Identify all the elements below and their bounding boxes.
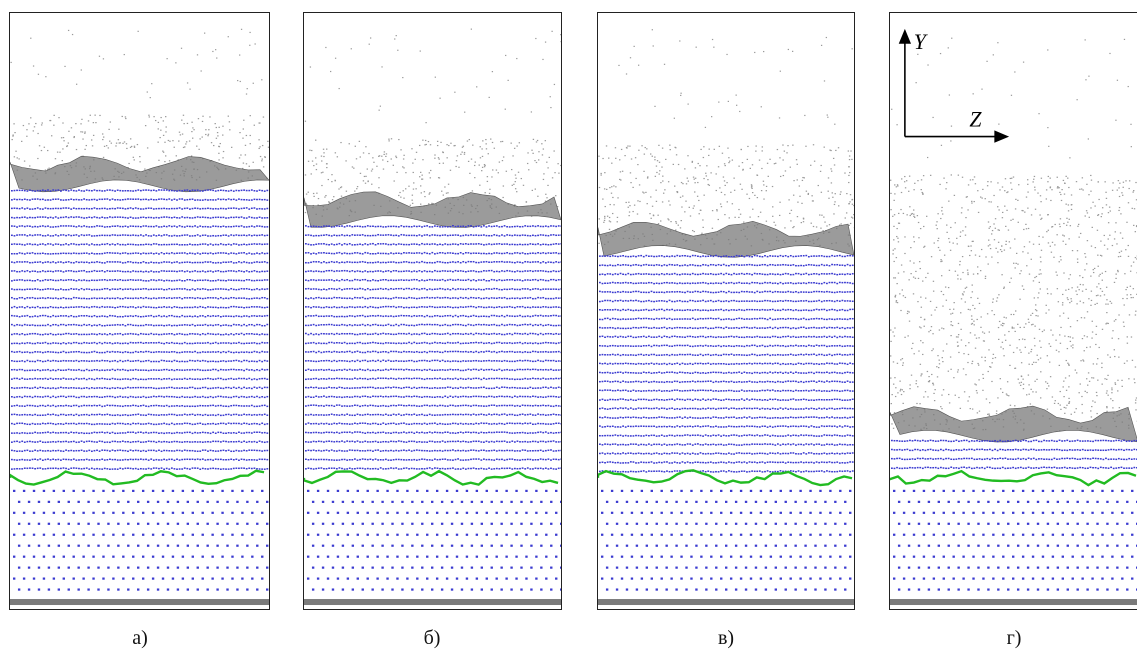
caption-a: а) [132, 627, 148, 649]
bottom-wall [890, 599, 1137, 606]
layered-crystal-region [890, 439, 1137, 470]
liquid-region [304, 28, 561, 217]
snapshot-panel-a [9, 12, 270, 610]
liquid-region [598, 29, 854, 247]
interface-surface [10, 155, 269, 193]
interface-surface [304, 191, 561, 228]
melting-front-line [890, 469, 1137, 487]
interface-surface [890, 405, 1137, 443]
panel-b-image [304, 28, 561, 606]
layered-crystal-region [10, 189, 269, 470]
melting-front-line [10, 469, 265, 486]
panel-c-image [598, 29, 854, 606]
liquid-region [10, 28, 269, 181]
z-axis-label: Z [969, 108, 982, 132]
crystal-lattice [600, 489, 852, 591]
caption-b: б) [423, 627, 441, 649]
interface-surface [598, 220, 854, 258]
axes-indicator [898, 28, 1010, 143]
bottom-wall [598, 599, 854, 606]
melting-front-line [304, 469, 559, 486]
panel-a-image [10, 28, 269, 606]
y-axis-label: Y [914, 30, 929, 54]
bottom-wall [10, 599, 269, 606]
snapshot-panel-c [597, 12, 855, 610]
caption-c: в) [717, 627, 735, 649]
panel-d-image: YZ [890, 28, 1137, 606]
crystal-lattice [892, 489, 1137, 591]
liquid-region [890, 37, 1137, 432]
crystal-lattice [306, 489, 561, 591]
snapshot-panel-b [303, 12, 562, 610]
bottom-wall [304, 599, 561, 606]
caption-d: г) [1006, 627, 1022, 649]
layered-crystal-region [598, 254, 854, 473]
melting-front-line [598, 469, 853, 487]
crystal-lattice [12, 489, 269, 591]
layered-crystal-region [304, 224, 561, 470]
